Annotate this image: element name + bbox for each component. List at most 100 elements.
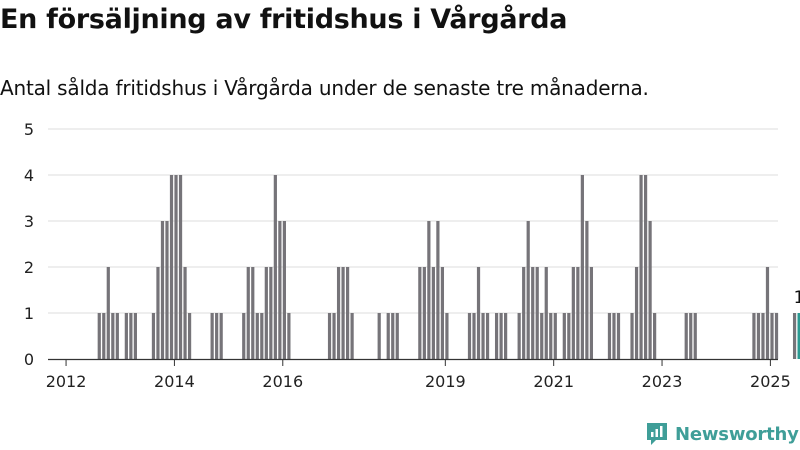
bar <box>97 313 101 359</box>
bar <box>580 175 584 359</box>
bar <box>549 313 553 359</box>
bar <box>431 267 435 359</box>
bar <box>761 313 765 359</box>
x-tick-label: 2021 <box>533 372 574 391</box>
bar <box>630 313 634 359</box>
data-label: 1 <box>794 288 800 308</box>
bar <box>653 313 657 359</box>
bar <box>481 313 485 359</box>
bar <box>427 221 431 359</box>
bar <box>436 221 440 359</box>
bar <box>327 313 332 359</box>
bar <box>535 267 539 359</box>
bar <box>341 267 345 359</box>
bar <box>215 313 219 359</box>
bar <box>693 313 697 359</box>
bar <box>129 313 133 359</box>
bar <box>567 313 571 359</box>
bar <box>246 267 250 359</box>
bar <box>391 313 395 359</box>
newsworthy-logo[interactable]: Newsworthy <box>645 420 799 448</box>
bar <box>648 221 652 359</box>
y-tick-label: 4 <box>24 166 34 185</box>
bar <box>571 267 575 359</box>
y-tick-label: 5 <box>24 120 34 139</box>
bar <box>499 313 503 359</box>
bar <box>278 221 282 359</box>
bar <box>445 313 449 359</box>
bar <box>562 313 566 359</box>
bar <box>124 313 128 359</box>
bar <box>612 313 616 359</box>
bar <box>643 175 648 359</box>
bar <box>504 313 508 359</box>
bar <box>210 313 214 359</box>
bar <box>133 313 137 359</box>
bar <box>332 313 336 359</box>
bar <box>752 313 756 359</box>
bar <box>255 313 259 359</box>
bar <box>422 267 426 359</box>
bar <box>607 313 612 359</box>
bar <box>242 313 246 359</box>
bar <box>589 267 594 359</box>
chart-subtitle: Antal sålda fritidshus i Vårgårda under … <box>0 76 649 100</box>
bar <box>377 313 381 359</box>
bar <box>264 267 268 359</box>
bar <box>544 267 548 359</box>
bar <box>260 313 264 359</box>
x-tick-label: 2019 <box>425 372 466 391</box>
bar <box>774 313 779 359</box>
bar <box>251 267 255 359</box>
bar <box>770 313 774 359</box>
bar <box>386 313 390 359</box>
bar <box>282 221 286 359</box>
bar <box>350 313 354 359</box>
bar <box>634 267 639 359</box>
bar <box>106 267 110 359</box>
bar <box>115 313 119 359</box>
bar <box>345 267 350 359</box>
bar <box>472 313 476 359</box>
x-tick-label: 2025 <box>750 372 791 391</box>
bar <box>792 313 797 359</box>
y-tick-label: 1 <box>24 304 34 323</box>
bar <box>165 221 169 359</box>
bar <box>684 313 688 359</box>
bar <box>287 313 291 359</box>
bar <box>156 267 160 359</box>
bar <box>689 313 693 359</box>
y-tick-label: 3 <box>24 212 34 231</box>
bar <box>111 313 115 359</box>
x-tick-label: 2012 <box>46 372 87 391</box>
bar <box>494 313 499 359</box>
bar <box>517 313 521 359</box>
bar <box>585 221 589 359</box>
bar <box>553 313 557 359</box>
bar <box>797 313 800 359</box>
brand-name: Newsworthy <box>675 423 799 445</box>
bar <box>102 313 106 359</box>
x-tick-label: 2016 <box>262 372 303 391</box>
bar <box>756 313 761 359</box>
bar <box>440 267 445 359</box>
bar <box>576 267 580 359</box>
bar <box>183 267 187 359</box>
bar <box>395 313 399 359</box>
bar <box>178 175 183 359</box>
bar <box>187 313 192 359</box>
y-tick-label: 0 <box>24 350 34 369</box>
bar <box>169 175 174 359</box>
bar <box>269 267 273 359</box>
x-tick-label: 2014 <box>154 372 195 391</box>
x-tick-label: 2023 <box>642 372 683 391</box>
bar <box>160 221 165 359</box>
bar-chart: 0 1 2 3 4 5 2012 2014 2016 2019 2021 2023 2025 1 <box>24 120 800 391</box>
bar <box>151 313 156 359</box>
bar <box>616 313 621 359</box>
bar <box>522 267 526 359</box>
bar <box>219 313 223 359</box>
bar <box>174 175 178 359</box>
bar <box>765 267 770 359</box>
bar <box>336 267 341 359</box>
